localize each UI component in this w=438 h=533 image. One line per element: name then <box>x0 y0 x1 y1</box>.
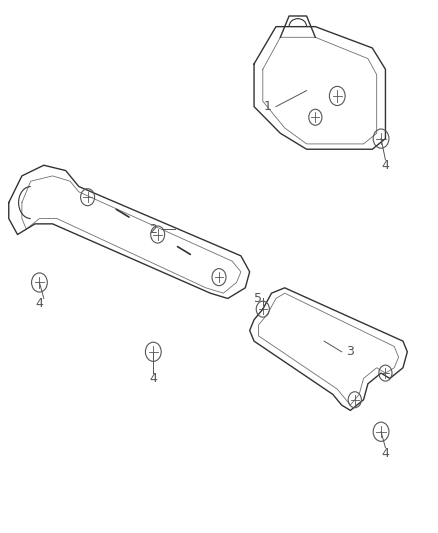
Text: 2: 2 <box>149 223 157 236</box>
FancyArrowPatch shape <box>177 247 191 254</box>
Text: 4: 4 <box>35 297 43 310</box>
Text: 4: 4 <box>381 447 389 459</box>
FancyArrowPatch shape <box>116 209 129 217</box>
Text: 4: 4 <box>149 372 157 385</box>
Text: 4: 4 <box>381 159 389 172</box>
Text: 3: 3 <box>346 345 354 358</box>
Text: 5: 5 <box>254 292 262 305</box>
Text: 1: 1 <box>263 100 271 113</box>
